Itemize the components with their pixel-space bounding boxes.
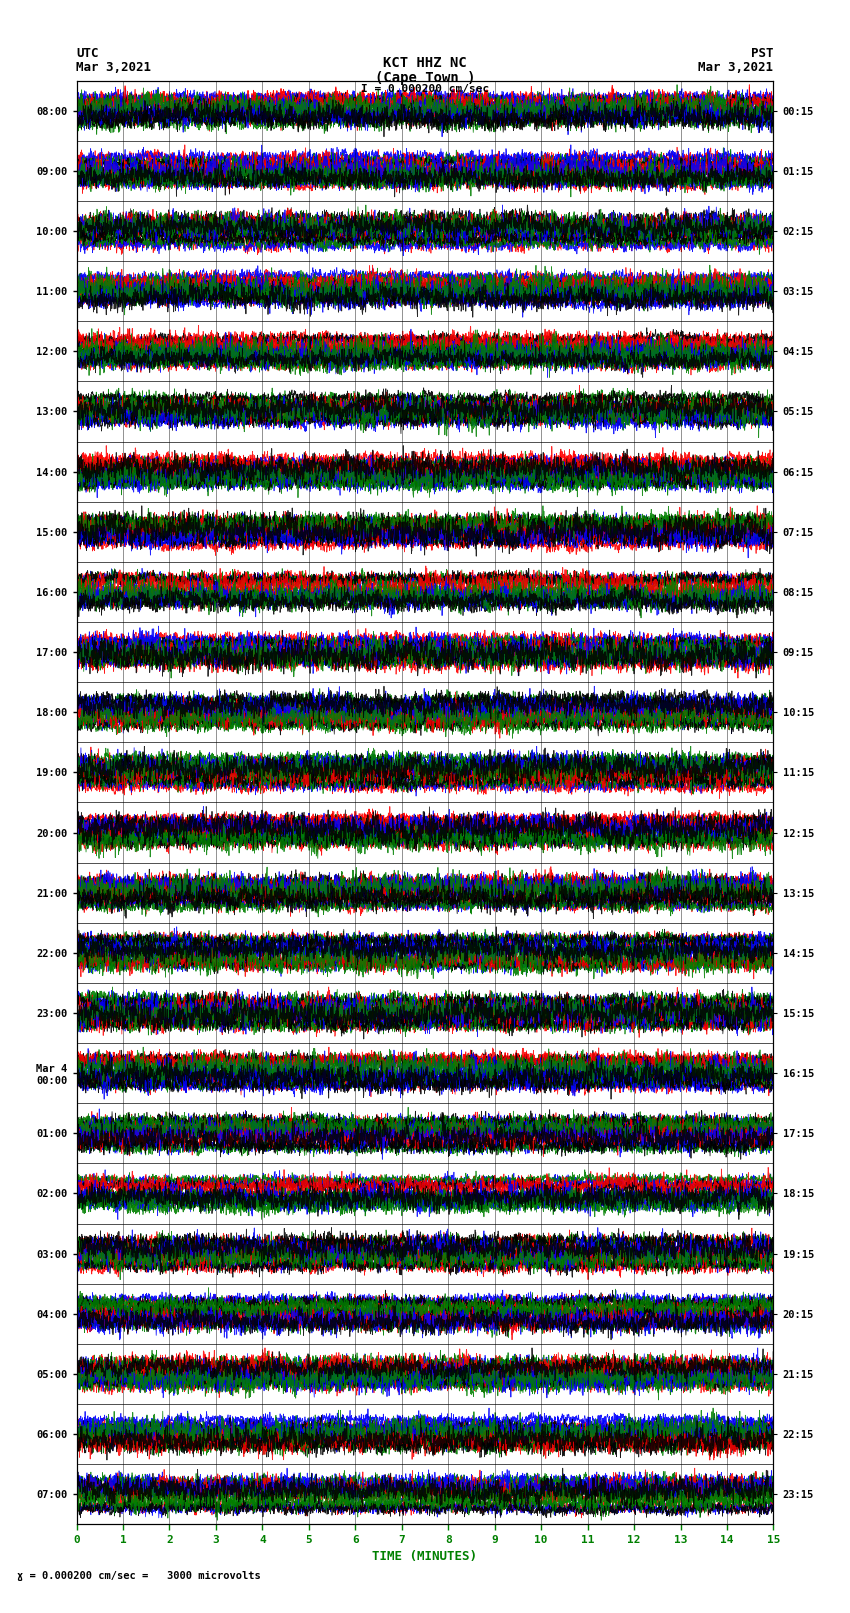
Text: PST: PST [751,47,774,60]
Text: Mar 3,2021: Mar 3,2021 [76,61,151,74]
Text: (Cape Town ): (Cape Town ) [375,71,475,85]
Text: KCT HHZ NC: KCT HHZ NC [383,56,467,71]
Text: Mar 3,2021: Mar 3,2021 [699,61,774,74]
Text: I = 0.000200 cm/sec: I = 0.000200 cm/sec [361,84,489,94]
X-axis label: TIME (MINUTES): TIME (MINUTES) [372,1550,478,1563]
Text: UTC: UTC [76,47,99,60]
Text: ɣ = 0.000200 cm/sec =   3000 microvolts: ɣ = 0.000200 cm/sec = 3000 microvolts [17,1571,261,1581]
